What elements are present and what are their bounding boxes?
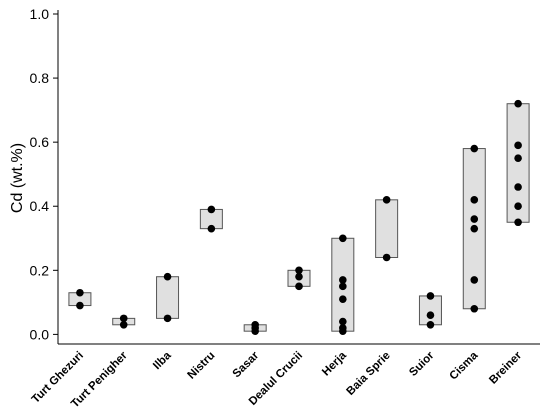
data-point [382, 196, 391, 204]
data-point [514, 141, 522, 150]
y-axis-label: Cd (wt.%) [9, 143, 26, 213]
data-point [339, 276, 347, 284]
data-point [426, 292, 435, 300]
data-point [470, 196, 479, 204]
data-point [470, 276, 479, 284]
y-tick-label: 0.2 [30, 262, 50, 278]
data-point [339, 327, 347, 335]
x-tick-label: Breiner [487, 349, 524, 386]
data-point [470, 215, 479, 223]
data-point [339, 295, 347, 303]
data-point [295, 282, 303, 291]
data-point [514, 154, 522, 162]
data-point [339, 282, 347, 291]
range-box [156, 276, 180, 319]
data-point [251, 327, 259, 335]
data-point [295, 266, 303, 275]
data-point [514, 218, 522, 227]
y-tick-label: 0.8 [30, 70, 50, 86]
y-tick-label: 0.4 [30, 198, 50, 214]
data-point [119, 320, 128, 329]
data-point [382, 253, 391, 262]
x-tick-label: Nistru [185, 350, 217, 382]
data-point [470, 304, 479, 313]
data-point [119, 314, 128, 323]
data-point [163, 314, 172, 323]
data-point [426, 320, 435, 329]
data-point [514, 202, 522, 211]
data-point [207, 205, 216, 214]
x-tick-label: Cisma [447, 349, 480, 382]
data-point [470, 144, 479, 153]
data-point [339, 317, 347, 326]
range-box [375, 199, 399, 258]
x-tick-label: Suior [407, 349, 437, 379]
x-tick-label: Herja [320, 349, 349, 378]
y-tick-label: 0.6 [30, 134, 50, 150]
x-tick-label: Sasar [231, 349, 262, 380]
data-point [163, 272, 172, 281]
data-point [76, 288, 84, 297]
data-point [470, 224, 479, 233]
range-box [418, 295, 442, 326]
data-point [514, 183, 522, 191]
x-tick-label: Ilba [151, 349, 174, 372]
data-point [207, 224, 216, 233]
data-point [514, 99, 522, 108]
data-point [295, 272, 303, 281]
y-tick-label: 0.0 [30, 326, 50, 342]
data-point [339, 234, 347, 243]
data-point [426, 311, 435, 319]
y-tick-label: 1.0 [30, 6, 50, 22]
x-tick-label: Baia Sprie [344, 350, 392, 398]
data-point [76, 301, 84, 310]
